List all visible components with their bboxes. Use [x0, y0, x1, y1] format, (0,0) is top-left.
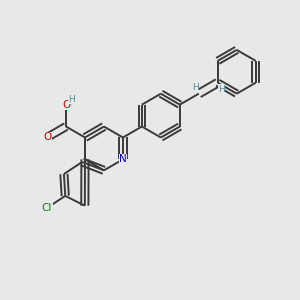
Text: H: H	[192, 83, 198, 92]
Text: H: H	[218, 85, 225, 94]
Text: N: N	[119, 154, 127, 164]
Text: Cl: Cl	[42, 203, 52, 213]
Text: O: O	[62, 100, 70, 110]
Text: O: O	[43, 133, 51, 142]
Text: H: H	[68, 95, 75, 104]
